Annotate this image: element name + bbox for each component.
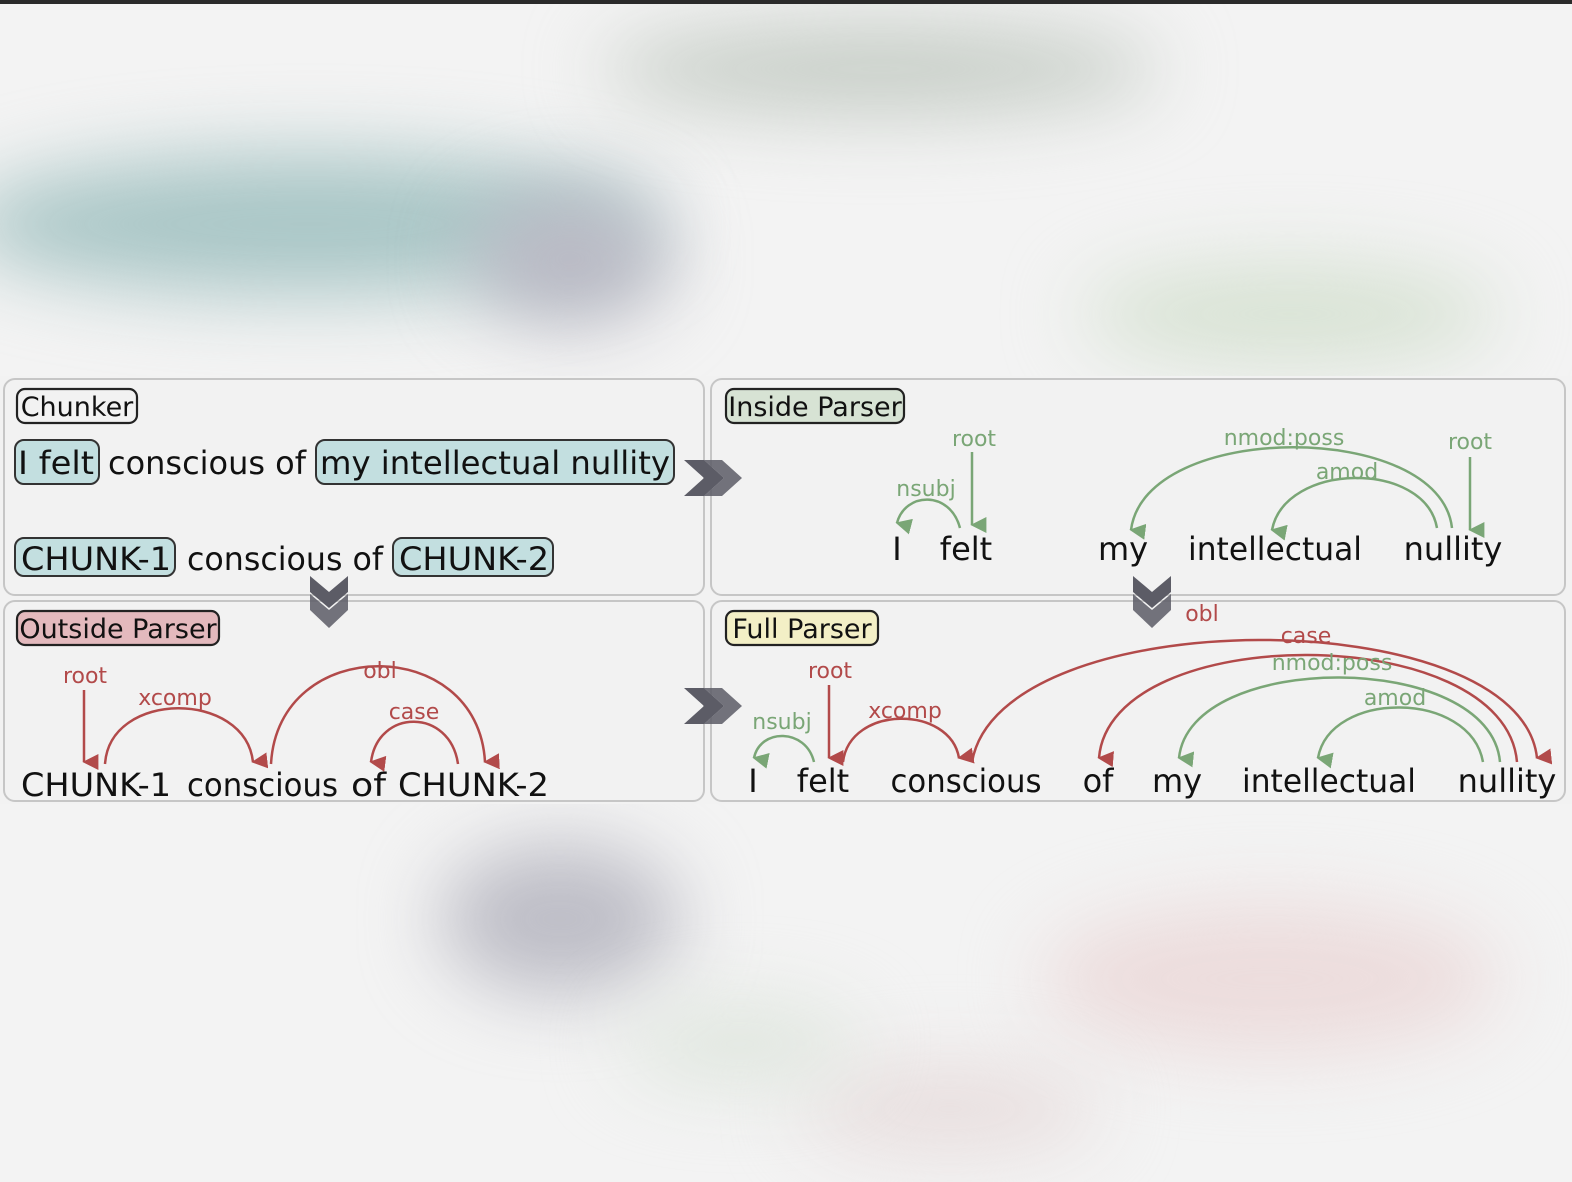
full-parser-title: Full Parser	[732, 614, 872, 645]
outside-word-chunk-1: CHUNK-1	[21, 766, 171, 804]
full-word-of: of	[1083, 762, 1115, 800]
blurred-background-top	[0, 4, 1572, 376]
inside-label-root-2: root	[1448, 430, 1492, 455]
full-word-my: my	[1152, 762, 1202, 800]
chunk-highlight-2	[315, 439, 675, 485]
full-label-case: case	[1281, 624, 1332, 649]
full-word-I: I	[748, 762, 757, 800]
inside-arcs	[895, 446, 1485, 541]
chunk-highlight-1	[14, 439, 100, 485]
inside-parser-title: Inside Parser	[728, 392, 902, 423]
full-parser-tag	[724, 609, 880, 647]
outside-word-of: of	[351, 766, 387, 804]
full-label-obl: obl	[1185, 602, 1219, 627]
outside-label-root: root	[63, 664, 107, 689]
full-arcs-red	[827, 638, 1553, 768]
chevron-right-icon	[684, 460, 742, 496]
chevron-down-icon	[1133, 576, 1171, 628]
inside-word-my: my	[1098, 530, 1148, 568]
chunk-2-label: CHUNK-2	[399, 540, 549, 578]
chunk-row-middle: conscious of	[187, 540, 384, 578]
inside-word-intellectual: intellectual	[1188, 530, 1362, 568]
inside-label-root-1: root	[952, 427, 996, 452]
inside-label-nmod-poss: nmod:poss	[1224, 426, 1345, 451]
outside-parser-tag	[15, 609, 221, 647]
full-word-conscious: conscious	[891, 762, 1042, 800]
outside-label-obl: obl	[363, 659, 397, 684]
chevron-down-icon	[310, 576, 348, 628]
top-edge	[0, 0, 1572, 4]
chunker-tag	[15, 387, 139, 425]
inside-word-I: I	[892, 530, 901, 568]
outside-arcs	[82, 665, 500, 772]
inside-label-nsubj: nsubj	[896, 477, 955, 502]
inside-label-amod: amod	[1316, 460, 1378, 485]
full-label-nsubj: nsubj	[752, 710, 811, 735]
chunk-1-label: CHUNK-1	[21, 540, 171, 578]
chunker-word-2: conscious of	[108, 444, 307, 482]
chunker-word-1: I felt	[18, 444, 94, 482]
outside-label-case: case	[389, 700, 440, 725]
outside-word-chunk-2: CHUNK-2	[398, 766, 549, 804]
outside-parser-title: Outside Parser	[19, 614, 217, 645]
chunk-1-box	[14, 537, 176, 577]
blurred-background-bottom	[0, 804, 1572, 1182]
full-word-intellectual: intellectual	[1242, 762, 1416, 800]
inside-parser-tag	[724, 387, 906, 425]
full-label-xcomp: xcomp	[868, 699, 942, 724]
chunker-word-3: my intellectual nullity	[320, 444, 670, 482]
inside-word-nullity: nullity	[1404, 530, 1503, 568]
full-arcs-green	[752, 676, 1502, 769]
full-label-nmod-poss: nmod:poss	[1272, 651, 1393, 676]
full-word-felt: felt	[797, 762, 849, 800]
full-label-root: root	[808, 659, 852, 684]
outside-label-xcomp: xcomp	[138, 686, 212, 711]
chevron-right-icon	[684, 688, 742, 724]
inside-word-felt: felt	[940, 530, 992, 568]
chunk-2-box	[392, 537, 554, 577]
full-label-amod: amod	[1364, 686, 1426, 711]
outside-word-conscious: conscious	[187, 766, 338, 804]
full-word-nullity: nullity	[1458, 762, 1557, 800]
chunker-title: Chunker	[21, 392, 134, 423]
